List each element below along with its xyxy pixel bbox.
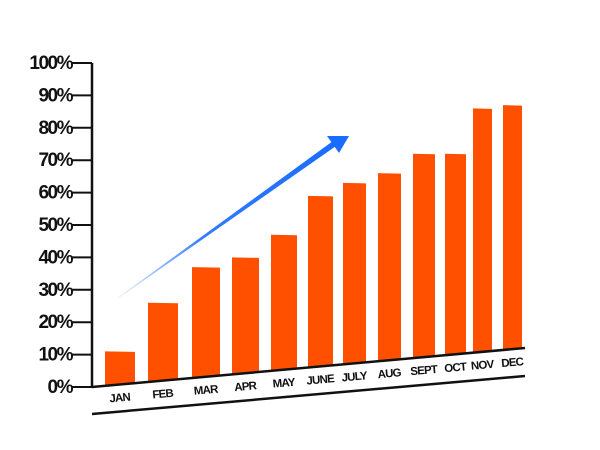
x-tick-label: NOV xyxy=(470,359,495,373)
trend-arrow xyxy=(116,136,349,299)
x-tick-label: JULY xyxy=(341,370,368,384)
bar-apr xyxy=(232,257,259,375)
x-tick-label: AUG xyxy=(377,367,402,381)
y-tick-label: 80% xyxy=(38,118,73,139)
y-tick-label: 100% xyxy=(29,53,73,74)
x-tick-label: MAY xyxy=(272,377,296,391)
bar-oct xyxy=(445,153,466,356)
x-axis: JAN FEB MAR APR MAY JUNE JULY AUG SEPT OCT NOV DEC xyxy=(91,346,526,416)
y-tick-label: 30% xyxy=(38,280,73,301)
y-axis: 0% 10% 20% 30% 40% 50% 60% 70% 80% 90% 100% xyxy=(29,53,94,398)
y-tick-label: 50% xyxy=(38,215,73,236)
x-tick-label: JAN xyxy=(109,392,131,406)
bar-jan xyxy=(105,351,135,386)
y-tick-label: 10% xyxy=(38,345,73,366)
x-tick-label: MAR xyxy=(193,384,219,398)
bar-mar xyxy=(192,267,220,378)
bar-may xyxy=(271,234,297,371)
x-tick-label: DEC xyxy=(501,356,524,370)
bar-nov xyxy=(473,108,492,353)
x-tick-label: JUNE xyxy=(306,373,336,387)
trend-arrow-shaft xyxy=(116,141,336,299)
trend-arrow-head xyxy=(327,136,349,153)
bars xyxy=(105,105,522,386)
y-tick-label: 40% xyxy=(38,247,73,268)
bar-july xyxy=(343,182,366,365)
bar-dec xyxy=(503,105,522,350)
x-tick-label: APR xyxy=(234,380,258,394)
bar-aug xyxy=(378,173,401,362)
x-tick-label: OCT xyxy=(444,361,468,375)
x-axis-underline xyxy=(91,374,526,416)
bar-feb xyxy=(148,302,178,382)
y-tick-label: 20% xyxy=(38,312,73,333)
x-axis-line xyxy=(91,346,526,389)
y-tick-label: 0% xyxy=(48,377,74,398)
x-tick-label: FEB xyxy=(152,388,174,402)
bar-sept xyxy=(413,153,435,359)
y-tick-label: 90% xyxy=(38,85,73,106)
y-tick-label: 70% xyxy=(38,150,73,171)
bar-june xyxy=(308,195,333,368)
x-tick-label: SEPT xyxy=(410,364,439,378)
y-tick-label: 60% xyxy=(38,183,73,204)
